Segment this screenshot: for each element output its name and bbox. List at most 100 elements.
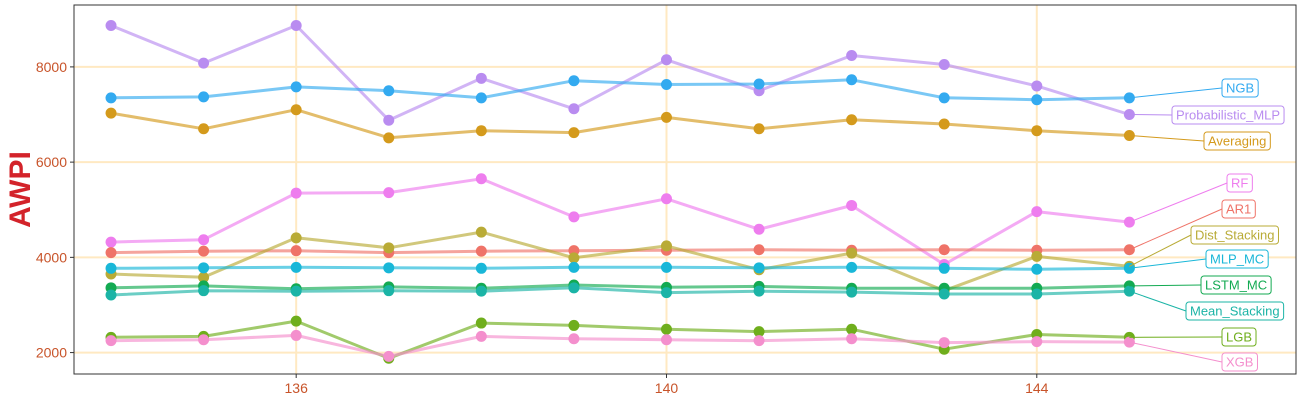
data-point <box>290 232 302 244</box>
label-connector <box>1129 87 1223 99</box>
series-line-lstm-mc <box>110 283 1130 291</box>
data-point <box>290 285 302 297</box>
data-point <box>383 350 395 362</box>
data-point <box>290 187 302 199</box>
data-point <box>1031 80 1043 92</box>
series-line-ngb <box>110 78 1130 102</box>
series-label-xgb: XGB <box>1226 355 1253 370</box>
series-label-rf: RF <box>1231 176 1248 191</box>
x-tick-label: 136 <box>285 380 309 396</box>
series-line-lgb <box>110 319 1130 360</box>
data-point <box>1031 206 1043 218</box>
label-connector <box>1129 341 1223 363</box>
data-point <box>383 242 395 254</box>
plot-border <box>73 4 1297 375</box>
data-point <box>475 262 487 274</box>
data-point <box>198 262 210 274</box>
data-point <box>1031 125 1043 137</box>
series-label-box <box>1171 105 1285 125</box>
data-point <box>660 111 672 123</box>
data-point <box>475 72 487 84</box>
data-point <box>475 245 487 257</box>
data-point <box>290 81 302 93</box>
y-tick-label: 6000 <box>36 154 67 170</box>
data-point <box>660 261 672 273</box>
series-label-box <box>1205 249 1269 269</box>
series-label-box <box>1221 199 1256 219</box>
series-label-mlp-mc: MLP_MC <box>1210 252 1264 267</box>
label-connector <box>1129 284 1202 287</box>
series-line-mlp-mc <box>110 265 1130 271</box>
data-point <box>105 262 117 274</box>
x-tick-label: 144 <box>1025 380 1049 396</box>
data-point <box>660 193 672 205</box>
label-connector <box>1129 134 1205 142</box>
data-point <box>1031 263 1043 275</box>
data-point <box>475 285 487 297</box>
series-label-box <box>1185 301 1285 321</box>
data-point <box>1031 94 1043 106</box>
data-point <box>568 127 580 139</box>
y-tick-label: 8000 <box>36 59 67 75</box>
data-point <box>198 234 210 246</box>
data-point <box>753 223 765 235</box>
data-point <box>198 245 210 257</box>
data-point <box>753 326 765 338</box>
data-point <box>660 240 672 252</box>
series-label-box <box>1226 173 1253 193</box>
data-point <box>846 247 858 259</box>
data-point <box>475 226 487 238</box>
data-point <box>383 85 395 97</box>
series-label-box <box>1221 352 1258 372</box>
data-point <box>568 252 580 264</box>
data-point <box>105 335 117 347</box>
label-connector <box>1129 290 1187 312</box>
data-point <box>290 315 302 327</box>
data-point <box>938 262 950 274</box>
data-point <box>938 244 950 256</box>
data-point <box>290 261 302 273</box>
data-point <box>475 317 487 329</box>
series-label-ngb: NGB <box>1226 81 1254 96</box>
data-point <box>1031 336 1043 348</box>
series-label-averaging: Averaging <box>1208 134 1266 149</box>
data-point <box>475 173 487 185</box>
data-point <box>105 107 117 119</box>
data-point <box>753 262 765 274</box>
y-axis-title: AWPI <box>4 151 37 228</box>
label-connector <box>1129 182 1228 223</box>
data-point <box>846 333 858 345</box>
series-label-probabilistic-mlp: Probabilistic_MLP <box>1176 108 1280 123</box>
data-point <box>753 78 765 90</box>
y-tick-label: 4000 <box>36 249 67 265</box>
data-point <box>105 236 117 248</box>
data-point <box>753 285 765 297</box>
data-point <box>1031 250 1043 262</box>
data-point <box>846 261 858 273</box>
data-point <box>105 19 117 31</box>
data-point <box>568 211 580 223</box>
data-point <box>938 59 950 71</box>
data-point <box>846 49 858 61</box>
series-label-lstm-mc: LSTM_MC <box>1205 278 1267 293</box>
data-point <box>660 334 672 346</box>
data-point <box>290 329 302 341</box>
x-tick-label: 140 <box>655 380 679 396</box>
series-line-xgb <box>110 333 1130 358</box>
data-point <box>198 123 210 135</box>
series-line-rf <box>110 177 1130 266</box>
data-point <box>660 323 672 335</box>
plot-panel <box>74 5 1296 374</box>
data-point <box>753 123 765 135</box>
data-point <box>105 92 117 104</box>
data-point <box>290 245 302 257</box>
data-point <box>198 91 210 103</box>
data-point <box>198 57 210 69</box>
series-line-probabilistic-mlp <box>110 24 1130 122</box>
data-point <box>383 132 395 144</box>
data-point <box>846 286 858 298</box>
series-label-box <box>1221 327 1257 347</box>
series-line-dist-stacking <box>110 230 1130 293</box>
